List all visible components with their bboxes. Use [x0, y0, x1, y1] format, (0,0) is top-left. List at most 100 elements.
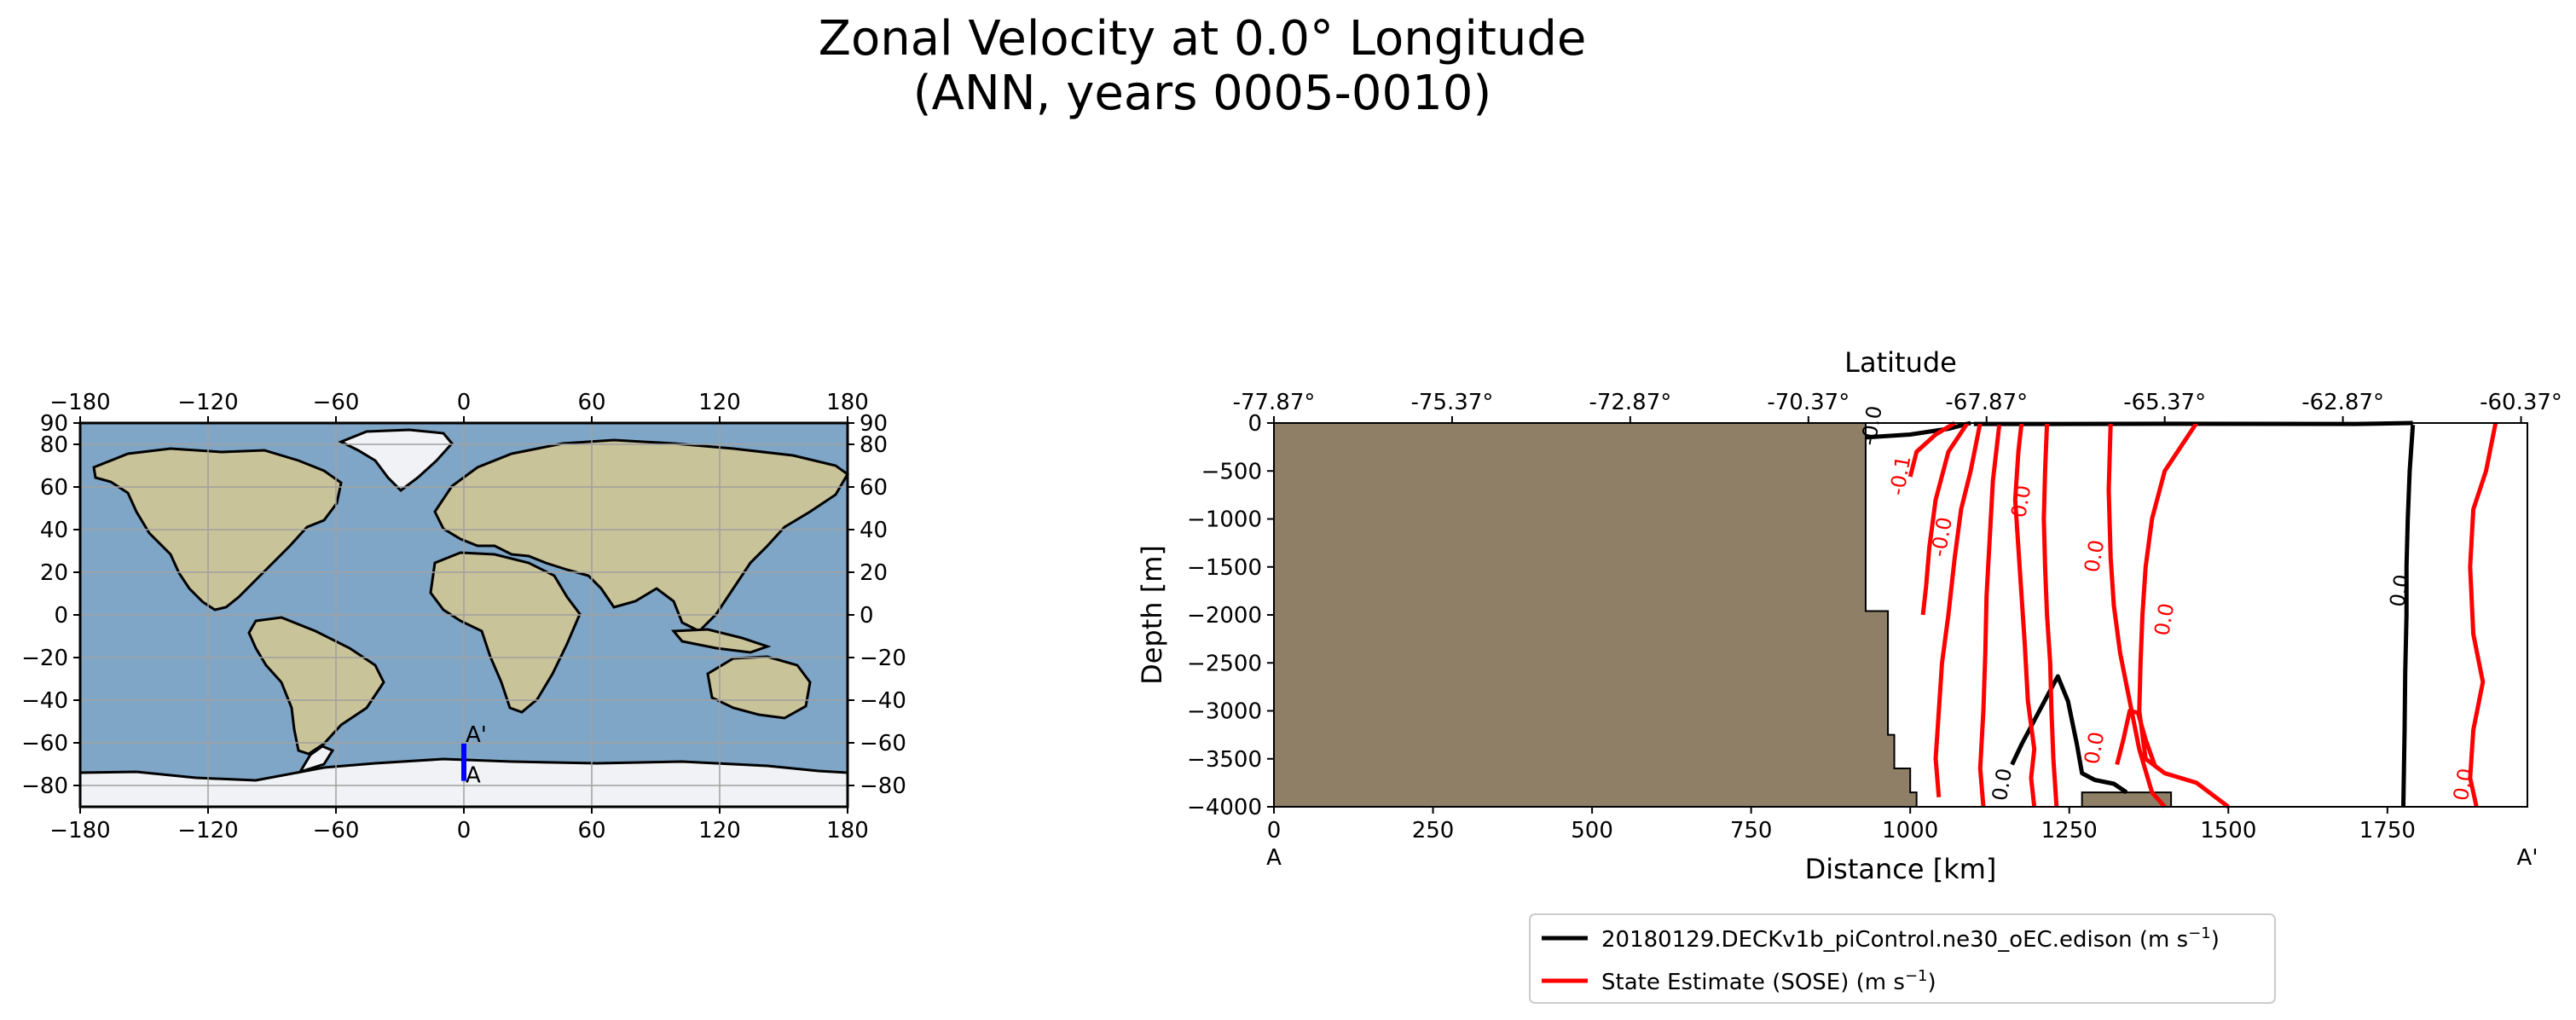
section-ylabel: Depth [m]: [1136, 545, 1168, 685]
figure-title-line1: Zonal Velocity at 0.0° Longitude: [819, 11, 1587, 67]
map-y-tick-label-left: −80: [21, 774, 68, 799]
map-y-tick-label-right: 60: [860, 475, 888, 501]
map-x-tick-label-top: −60: [313, 390, 360, 415]
contour-label-model: 0.0: [2385, 572, 2414, 608]
section-top-tick-label: -72.87°: [1589, 390, 1671, 415]
contours-group: -0.00.00.0-0.1-0.00.00.00.00.00.0: [1856, 404, 2498, 808]
map-x-tick-label-bottom: 0: [457, 818, 472, 843]
section-xlabel: Distance [km]: [1805, 853, 1997, 885]
contour-line-model: [2400, 425, 2416, 808]
contour-line-sose: [2012, 422, 2037, 808]
section-y-tick-label: −500: [1201, 459, 1262, 484]
map-y-tick-label-right: 90: [860, 411, 888, 437]
map-x-tick-label-top: −120: [177, 390, 238, 415]
section-y-tick-label: −3000: [1187, 699, 1262, 725]
section-y-tick-label: −4000: [1187, 795, 1262, 820]
contour-label-sose: 0.0: [2150, 601, 2179, 637]
map-x-tick-label-bottom: 60: [577, 818, 605, 843]
bathymetry-group: [1273, 422, 2173, 808]
contour-line-sose: [2468, 422, 2498, 808]
section-x-tick-label: 0: [1267, 818, 1282, 843]
section-top-tick-label: -77.87°: [1233, 390, 1316, 415]
section-x-tick-label: 500: [1571, 818, 1613, 843]
contour-label-sose: 0.0: [2080, 538, 2109, 574]
map-x-tick-label-top: 0: [457, 390, 472, 415]
map-y-tick-label-left: −60: [21, 731, 68, 756]
south-america-land: [247, 616, 385, 756]
map-y-tick-label-left: 40: [40, 518, 68, 543]
section-x-tick-label: 250: [1412, 818, 1455, 843]
figure-title-line2: (ANN, years 0005-0010): [913, 66, 1492, 121]
map-y-tick-label-left: 0: [54, 603, 68, 629]
section-end-label: A': [2517, 845, 2538, 871]
map-y-tick-label-right: 80: [860, 432, 888, 458]
contour-label-sose: 0.0: [2006, 484, 2035, 519]
antarctic-peninsula-land: [297, 745, 335, 774]
contour-label-sose: 0.0: [2449, 767, 2478, 803]
map-x-tick-label-top: 60: [577, 390, 605, 415]
contour-line-sose: [2115, 709, 2157, 768]
map-y-tick-label-left: 60: [40, 475, 68, 501]
legend-label-sose: State Estimate (SOSE) (m s−1): [1601, 967, 1936, 995]
section-panel: -0.00.00.0-0.1-0.00.00.00.00.00.0 0 250 50…: [1136, 346, 2562, 885]
contour-line-sose: [1933, 422, 1983, 797]
section-x-tick-label: 750: [1730, 818, 1773, 843]
section-top-tick-label: -60.37°: [2480, 390, 2562, 415]
map-y-tick-label-left: −20: [21, 646, 68, 671]
section-y-tick-label: −1500: [1187, 555, 1262, 581]
bathymetry-shelf: [1273, 422, 1918, 808]
map-tick-labels: −180 −180 −120 −120 −60 −60 0 0 60 60 120 120 180 180…: [21, 390, 906, 843]
contour-line-sose: [1977, 424, 2002, 808]
legend-label-model: 20180129.DECKv1b_piControl.ne30_oEC.edis…: [1601, 924, 2220, 953]
map-y-tick-label-right: 0: [860, 603, 874, 629]
section-top-tick-label: -65.37°: [2123, 390, 2206, 415]
section-top-axis-label: Latitude: [1844, 346, 1957, 379]
section-y-tick-label: −2000: [1187, 603, 1262, 629]
map-x-tick-label-bottom: 180: [826, 818, 869, 843]
section-y-tick-label: 0: [1247, 411, 1262, 437]
contour-line-sose: [1920, 421, 1970, 616]
map-x-tick-label-top: 120: [698, 390, 741, 415]
africa-land: [429, 551, 582, 714]
southeast-asia-islands: [670, 628, 772, 654]
contour-label-sose: 0.0: [2080, 730, 2109, 766]
section-top-tick-label: -70.37°: [1767, 390, 1850, 415]
legend-box: [1529, 913, 2276, 1004]
map-y-tick-label-right: −80: [860, 774, 906, 799]
map-y-tick-label-right: −20: [860, 646, 906, 671]
map-x-tick-label-bottom: −60: [313, 818, 360, 843]
map-y-tick-label-right: 20: [860, 560, 888, 586]
map-y-tick-label-right: −40: [860, 688, 906, 714]
contour-label-model: 0.0: [1988, 767, 2017, 803]
section-top-tick-label: -67.87°: [1945, 390, 2028, 415]
contour-line-sose: [2137, 421, 2230, 808]
map-x-tick-label-bottom: −120: [177, 818, 238, 843]
section-x-tick-label: 1000: [1882, 818, 1938, 843]
map-transect-start-label: A: [466, 763, 481, 789]
section-x-tick-label: 1500: [2200, 818, 2256, 843]
section-x-tick-label: 1250: [2041, 818, 2098, 843]
map-x-tick-label-bottom: 120: [698, 818, 741, 843]
map-transect-end-label: A': [466, 722, 487, 748]
contour-line-sose: [2041, 422, 2059, 808]
map-x-tick-label-top: 180: [826, 390, 869, 415]
section-start-label: A: [1266, 845, 1282, 871]
map-y-tick-label-right: 40: [860, 518, 888, 543]
map-y-tick-label-left: 90: [40, 411, 68, 437]
map-y-tick-label-right: −60: [860, 731, 906, 756]
section-ticks: 0 250 500 750 1000 1250 1500 1750 0 −500 −1000 −150…: [1187, 390, 2562, 843]
legend: 20180129.DECKv1b_piControl.ne30_oEC.edis…: [1529, 913, 2276, 1004]
map-x-tick-label-bottom: −180: [49, 818, 110, 843]
map-x-tick-label-top: −180: [49, 390, 110, 415]
map-panel: A A' −180 −180 −120 −120 −60 −60 0 0 60 60 120 120 1…: [21, 390, 906, 843]
eurasia-land: [433, 438, 849, 633]
contour-line-sose: [1907, 420, 1956, 478]
section-y-tick-label: −1000: [1187, 507, 1262, 533]
map-y-tick-label-left: −40: [21, 688, 68, 714]
section-y-tick-label: −2500: [1187, 651, 1262, 676]
contour-line-sose: [2106, 422, 2167, 808]
section-top-tick-label: -62.87°: [2301, 390, 2384, 415]
section-top-tick-label: -75.37°: [1411, 390, 1494, 415]
map-y-tick-label-left: 80: [40, 432, 68, 458]
